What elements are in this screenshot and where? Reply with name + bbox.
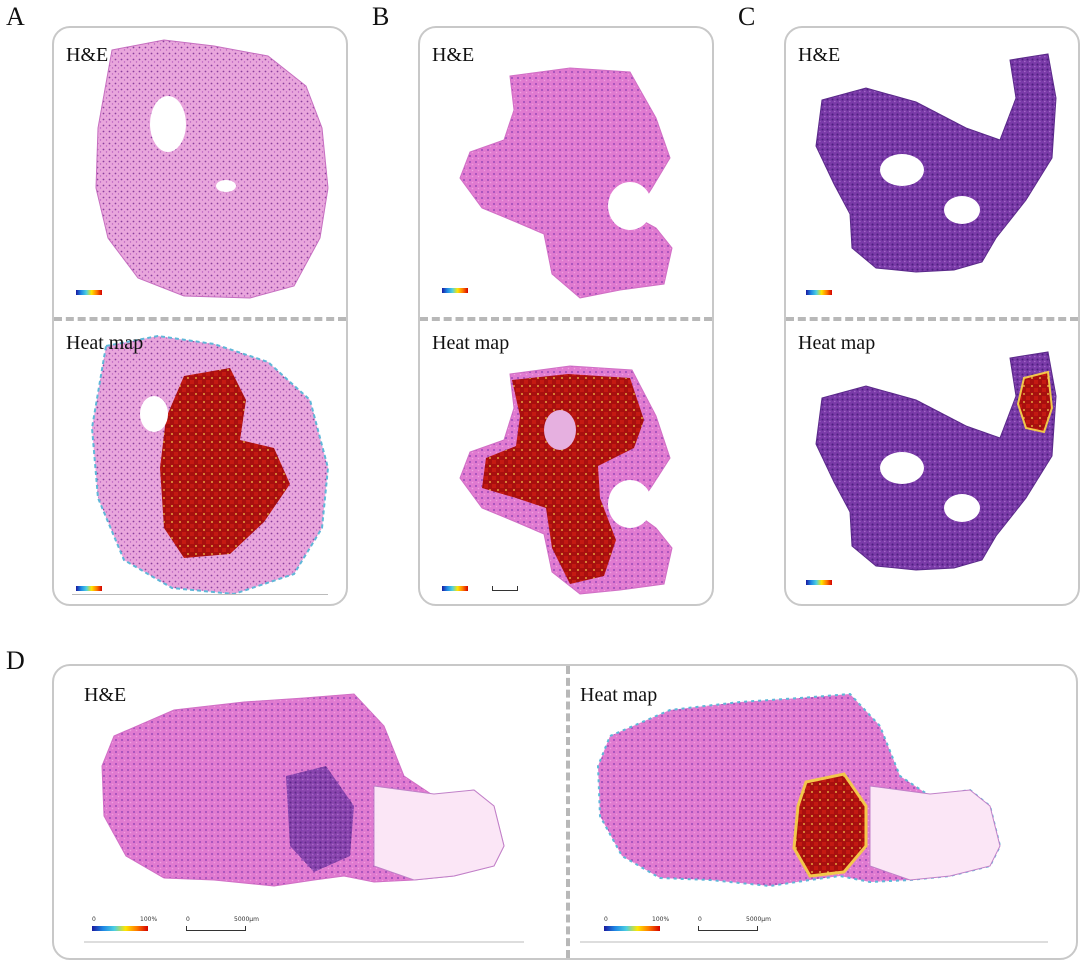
panel-b-heatmap-hotspot: [482, 374, 644, 584]
panel-d-he-label: H&E: [84, 684, 127, 706]
panel-c-heatmap-image: [815, 351, 1057, 571]
panel-d-heatmap-label: Heat map: [580, 684, 658, 706]
panel-b-colorbar: [442, 288, 468, 293]
panel-b-he-image: [459, 67, 673, 299]
panel-a: H&E Heat map: [52, 26, 348, 606]
panel-d-heatmap-scale-value: 5000µm: [746, 916, 771, 923]
panel-d-heatmap-scale-start: 0: [698, 916, 702, 923]
panel-d: H&E Heat map 0 100% 0 5000µm 0 100% 0 50…: [52, 664, 1078, 960]
panel-d-tissue: [84, 692, 1048, 943]
panel-c-he-label: H&E: [798, 44, 841, 66]
panel-d-heatmap-hotspot: [792, 772, 868, 878]
panel-a-tissue: [90, 39, 330, 596]
panel-d-he-scalebar: [186, 926, 246, 931]
panel-d-he-scale-value: 5000µm: [234, 916, 259, 923]
panel-d-he-colorbar-min: 0: [92, 916, 96, 923]
panel-a-baseline: [72, 594, 328, 595]
panel-a-heatmap-label: Heat map: [66, 332, 144, 354]
panel-c-heatmap-label: Heat map: [798, 332, 876, 354]
panel-a-colorbar: [76, 290, 102, 295]
panel-d-heatmap-scalebar: [698, 926, 758, 931]
panel-b-divider: [420, 317, 712, 321]
panel-d-heatmap-colorbar-min: 0: [604, 916, 608, 923]
panel-d-he-lower-tissue: [373, 785, 505, 881]
panel-b-he-label: H&E: [432, 44, 475, 66]
panel-b-tissue: [459, 67, 673, 595]
panel-c-heatmap-colorbar: [806, 580, 832, 585]
panel-a-heatmap-hotspot: [160, 368, 290, 558]
panel-d-he-purple-region: [286, 766, 354, 872]
panel-c: H&E Heat map: [784, 26, 1080, 606]
panel-d-heatmap-colorbar: [604, 926, 660, 931]
panel-b-heatmap-label: Heat map: [432, 332, 510, 354]
panel-d-heatmap-colorbar-max: 100%: [652, 916, 670, 923]
panel-c-colorbar: [806, 290, 832, 295]
panel-letter-b: B: [372, 2, 390, 31]
panel-c-divider: [786, 317, 1078, 321]
panel-c-tissue: [815, 53, 1057, 571]
panel-a-he-label: H&E: [66, 44, 109, 66]
panel-b-scalebar: [492, 586, 518, 591]
panel-d-heatmap-lower-tissue: [869, 785, 1001, 881]
panel-d-he-colorbar-max: 100%: [140, 916, 158, 923]
panel-letter-c: C: [738, 2, 756, 31]
panel-b-heatmap-colorbar: [442, 586, 468, 591]
panel-a-heatmap-colorbar: [76, 586, 102, 591]
panel-b: H&E Heat map: [418, 26, 714, 606]
panel-c-heatmap-hotspot: [1016, 370, 1054, 434]
panel-d-divider: [566, 666, 570, 958]
panel-letter-d: D: [6, 646, 25, 675]
panel-a-he-image: [95, 39, 329, 299]
panel-letter-a: A: [6, 2, 25, 31]
panel-c-he-image: [815, 53, 1057, 273]
panel-d-he-scale-start: 0: [186, 916, 190, 923]
panel-a-divider: [54, 317, 346, 321]
panel-d-he-colorbar: [92, 926, 148, 931]
